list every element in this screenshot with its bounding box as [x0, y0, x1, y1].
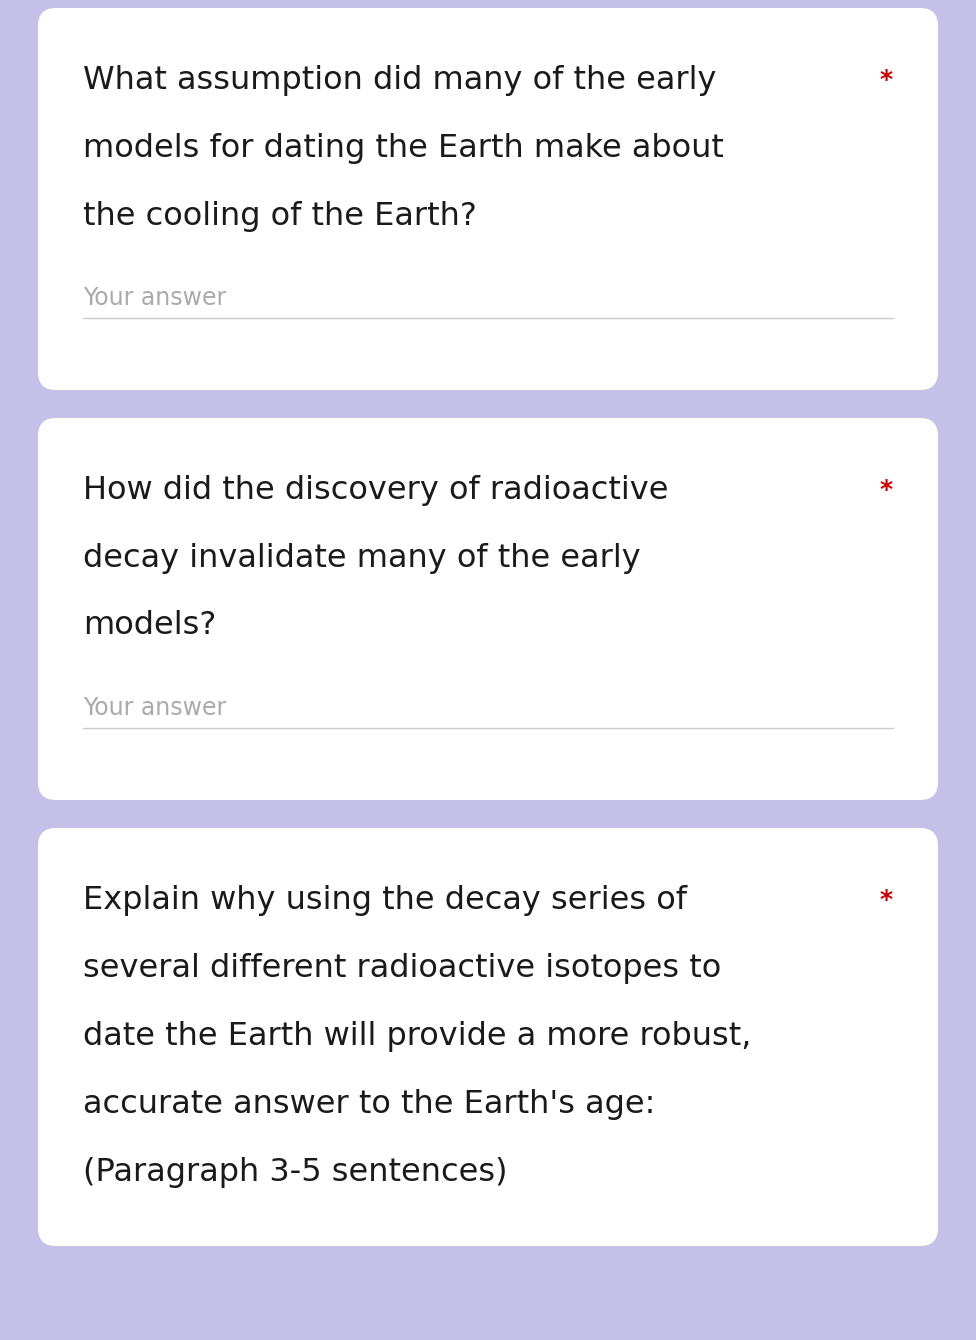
FancyBboxPatch shape [38, 8, 938, 390]
FancyBboxPatch shape [38, 418, 938, 800]
Text: How did the discovery of radioactive: How did the discovery of radioactive [83, 474, 669, 505]
Text: Your answer: Your answer [83, 285, 226, 310]
Text: several different radioactive isotopes to: several different radioactive isotopes t… [83, 953, 721, 984]
Text: (Paragraph 3-5 sentences): (Paragraph 3-5 sentences) [83, 1156, 508, 1187]
Text: the cooling of the Earth?: the cooling of the Earth? [83, 201, 477, 232]
Text: Explain why using the decay series of: Explain why using the decay series of [83, 884, 687, 915]
Text: *: * [880, 68, 893, 92]
Text: Your answer: Your answer [83, 695, 226, 720]
Text: *: * [880, 888, 893, 913]
Text: date the Earth will provide a more robust,: date the Earth will provide a more robus… [83, 1021, 752, 1052]
Text: accurate answer to the Earth's age:: accurate answer to the Earth's age: [83, 1088, 655, 1119]
Text: decay invalidate many of the early: decay invalidate many of the early [83, 543, 641, 574]
Text: models?: models? [83, 611, 217, 642]
Text: What assumption did many of the early: What assumption did many of the early [83, 64, 716, 95]
Text: models for dating the Earth make about: models for dating the Earth make about [83, 133, 724, 163]
FancyBboxPatch shape [38, 828, 938, 1246]
Text: *: * [880, 478, 893, 502]
